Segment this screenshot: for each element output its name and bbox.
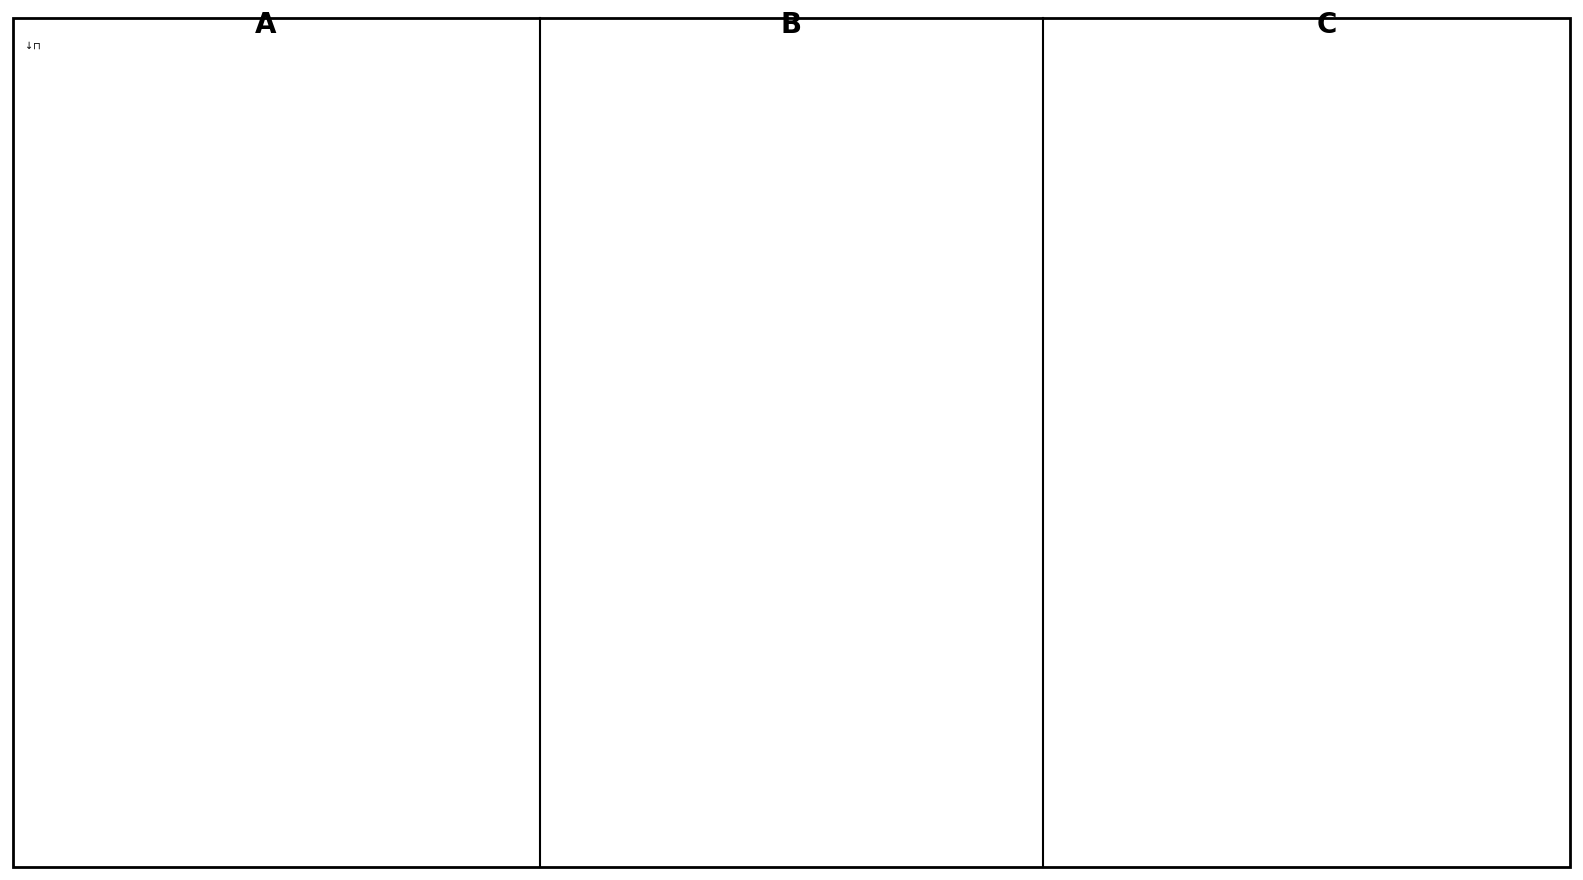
Text: Mechanical
axis preop: Mechanical axis preop	[54, 286, 146, 318]
Text: ↓⊓: ↓⊓	[25, 40, 41, 50]
Text: Anatomical
axis: Anatomical axis	[1403, 590, 1499, 622]
Text: Anatomical
axis of tibia
& femur: Anatomical axis of tibia & femur	[51, 541, 147, 591]
Text: C: C	[1317, 11, 1336, 39]
Text: ⚓: ⚓	[59, 136, 78, 156]
Text: B: B	[780, 11, 803, 39]
Text: A: A	[255, 11, 277, 39]
Text: Mechanical
axis passing
at  15  %
proximal
tibial
articular
surface: Mechanical axis passing at 15 % proximal…	[730, 206, 853, 361]
Text: Post op
Mechanical
axis: Post op Mechanical axis	[1403, 213, 1499, 262]
